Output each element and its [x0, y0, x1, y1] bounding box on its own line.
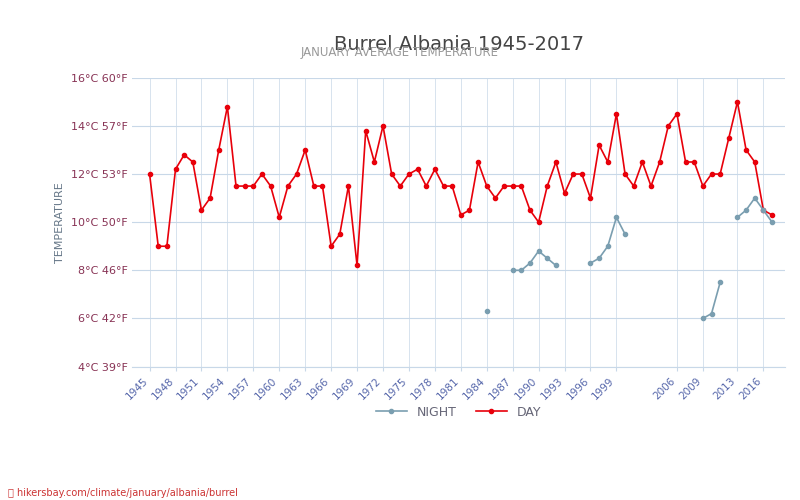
DAY — [733, 99, 742, 105]
Line: DAY: DAY — [147, 100, 774, 268]
DAY — [283, 183, 293, 189]
DAY — [767, 212, 777, 218]
DAY — [672, 111, 682, 117]
DAY — [145, 171, 154, 177]
Legend: NIGHT, DAY: NIGHT, DAY — [371, 401, 546, 424]
DAY — [690, 159, 699, 165]
DAY — [715, 171, 725, 177]
DAY — [352, 262, 362, 268]
Y-axis label: TEMPERATURE: TEMPERATURE — [55, 182, 65, 262]
DAY — [361, 128, 370, 134]
Title: Burrel Albania 1945-2017: Burrel Albania 1945-2017 — [334, 35, 584, 54]
Text: JANUARY AVERAGE TEMPERATURE: JANUARY AVERAGE TEMPERATURE — [301, 46, 499, 59]
DAY — [465, 207, 474, 213]
Text: ⌖ hikersbay.com/climate/january/albania/burrel: ⌖ hikersbay.com/climate/january/albania/… — [8, 488, 238, 498]
